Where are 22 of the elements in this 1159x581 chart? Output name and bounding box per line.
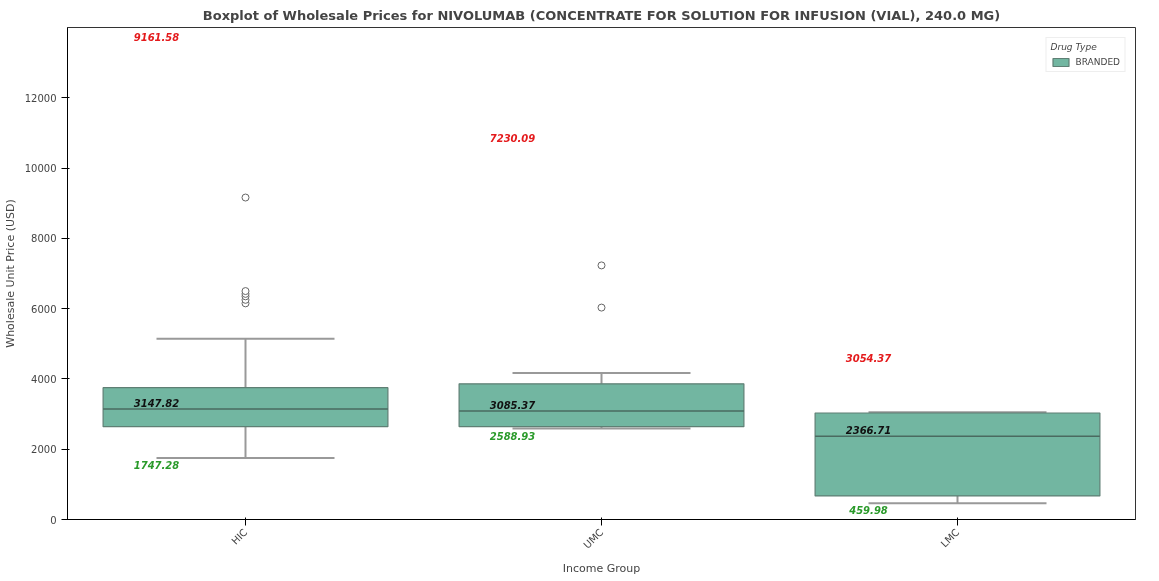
- chart-title: Boxplot of Wholesale Prices for NIVOLUMAB (CONCENTRATE FOR SOLUTION FOR INFUSION (VIAL), 240.0 MG): [202, 7, 1001, 23]
- annotation: 459.98: [848, 505, 888, 517]
- y-tick-label: 2000: [31, 444, 57, 456]
- legend-title: Drug Type: [1050, 42, 1098, 52]
- y-tick-label: 0: [50, 514, 57, 526]
- y-tick-label: 4000: [31, 373, 57, 385]
- annotation: 3147.82: [133, 397, 180, 409]
- annotation: 3085.37: [489, 400, 536, 412]
- annotation: 3054.37: [845, 353, 892, 365]
- y-axis-title: Wholesale Unit Price (USD): [3, 199, 17, 348]
- annotation: 2366.71: [845, 425, 892, 437]
- annotation: 7230.09: [489, 133, 536, 145]
- legend-label: BRANDED: [1075, 57, 1120, 67]
- annotation: 2588.93: [489, 430, 536, 442]
- y-tick-label: 10000: [24, 163, 57, 175]
- annotation: 9161.58: [133, 31, 180, 43]
- y-tick-label: 12000: [24, 92, 57, 104]
- x-tick-label: HIC: [229, 526, 250, 547]
- x-axis-title: Income Group: [562, 562, 641, 576]
- y-tick-label: 6000: [31, 303, 57, 315]
- y-tick-label: 8000: [31, 233, 57, 245]
- annotation: 1747.28: [133, 460, 180, 472]
